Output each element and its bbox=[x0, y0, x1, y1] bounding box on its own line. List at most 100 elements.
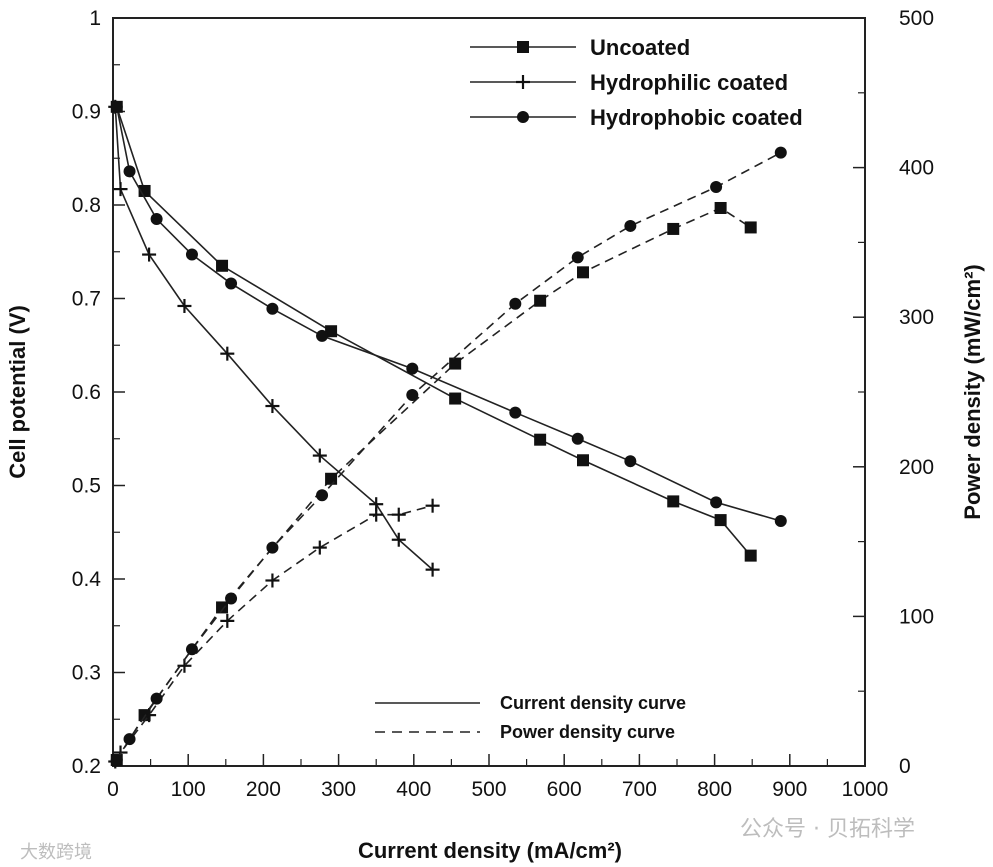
legend-item-hydrophobic-coated: Hydrophobic coated bbox=[470, 105, 803, 130]
uncoated-polarization-point bbox=[667, 495, 680, 508]
hydrophilic-coated-power-point bbox=[220, 613, 235, 628]
hydrophilic-coated-power-line bbox=[114, 504, 433, 762]
uncoated-power-point bbox=[714, 201, 727, 214]
hydrophobic-coated-polarization-point bbox=[266, 302, 279, 315]
hydrophobic-coated-power-point bbox=[509, 297, 522, 310]
hydrophobic-coated-power-point bbox=[185, 643, 198, 656]
hydrophobic-coated-polarization-point bbox=[123, 165, 136, 178]
hydrophobic-coated-polarization-point bbox=[110, 100, 123, 113]
hydrophobic-coated-power-point bbox=[624, 219, 637, 232]
x-tick-label: 0 bbox=[107, 778, 119, 801]
x-tick-label: 700 bbox=[622, 778, 657, 801]
y-tick-label: 0.9 bbox=[72, 101, 101, 124]
hydrophilic-coated-polarization-point bbox=[391, 532, 406, 547]
y2-tick-label: 400 bbox=[899, 157, 934, 180]
hydrophobic-coated-polarization-point bbox=[150, 213, 163, 226]
hydrophilic-coated-power-point bbox=[391, 507, 406, 522]
x-tick-label: 1000 bbox=[842, 778, 889, 801]
uncoated-polarization-line bbox=[116, 106, 752, 557]
uncoated-power-point bbox=[577, 266, 589, 279]
x-axis-title: Current density (mA/cm²) bbox=[358, 838, 622, 863]
y-tick-label: 0.7 bbox=[72, 288, 101, 311]
line-style-legend: Current density curve Power density curve bbox=[375, 693, 686, 742]
watermark-left: 大数跨境 bbox=[20, 842, 92, 863]
legend-item-uncoated: Uncoated bbox=[470, 35, 690, 60]
hydrophilic-coated-polarization-point bbox=[113, 182, 128, 197]
uncoated-polarization-point bbox=[534, 433, 547, 446]
y-tick-label: 0.5 bbox=[72, 475, 101, 498]
uncoated-power-line bbox=[116, 207, 752, 761]
hydrophobic-coated-power-point bbox=[266, 541, 279, 554]
hydrophobic-coated-polarization-point bbox=[774, 515, 787, 528]
x-tick-label: 900 bbox=[772, 778, 807, 801]
legend-marker bbox=[517, 111, 529, 123]
uncoated-polarization-point bbox=[577, 454, 589, 467]
hydrophilic-coated-power-point bbox=[142, 708, 157, 723]
line-legend-label: Current density curve bbox=[500, 693, 686, 713]
hydrophobic-coated-polarization-point bbox=[225, 277, 238, 290]
hydrophobic-coated-power-point bbox=[225, 592, 238, 605]
uncoated-polarization-point bbox=[216, 259, 229, 272]
hydrophobic-coated-power-point bbox=[110, 754, 123, 767]
hydrophilic-coated-power-point bbox=[312, 540, 327, 555]
series-layer bbox=[108, 99, 787, 769]
uncoated-power-point bbox=[534, 294, 547, 307]
x-tick-label: 100 bbox=[171, 778, 206, 801]
hydrophobic-coated-power-point bbox=[150, 692, 163, 705]
uncoated-polarization-point bbox=[325, 325, 338, 338]
hydrophobic-coated-polarization-point bbox=[406, 362, 419, 375]
hydrophobic-coated-polarization-point bbox=[185, 248, 198, 261]
hydrophilic-coated-power-point bbox=[425, 498, 440, 513]
uncoated-polarization-point bbox=[449, 392, 462, 405]
uncoated-power-point bbox=[216, 601, 229, 614]
series-uncoated bbox=[110, 100, 757, 767]
hydrophobic-coated-power-point bbox=[774, 146, 787, 159]
legend-item-hydrophilic-coated: Hydrophilic coated bbox=[470, 70, 788, 95]
x-tick-label: 600 bbox=[547, 778, 582, 801]
hydrophilic-coated-polarization-point bbox=[425, 562, 440, 577]
hydrophobic-coated-power-point bbox=[710, 181, 723, 194]
y-tick-label: 0.4 bbox=[72, 568, 102, 591]
y-tick-label: 0.6 bbox=[72, 381, 101, 404]
hydrophobic-coated-power-point bbox=[571, 251, 584, 264]
y-tick-label: 0.3 bbox=[72, 662, 101, 685]
uncoated-power-point bbox=[325, 472, 338, 485]
hydrophilic-coated-polarization-point bbox=[265, 399, 280, 414]
hydrophobic-coated-polarization-point bbox=[509, 406, 522, 419]
legend-label: Hydrophilic coated bbox=[590, 70, 788, 95]
legend-marker bbox=[516, 75, 530, 89]
hydrophilic-coated-polarization-point bbox=[142, 247, 157, 262]
x-tick-label: 200 bbox=[246, 778, 281, 801]
y2-tick-label: 0 bbox=[899, 755, 911, 778]
y2-tick-label: 200 bbox=[899, 456, 934, 479]
y-axis-title: Cell potential (V) bbox=[5, 305, 30, 479]
uncoated-polarization-point bbox=[714, 514, 727, 527]
y2-tick-label: 500 bbox=[899, 7, 934, 30]
line-legend-item-solid: Current density curve bbox=[375, 693, 686, 713]
y-tick-label: 0.8 bbox=[72, 194, 101, 217]
hydrophobic-coated-power-point bbox=[406, 388, 419, 401]
legend-marker bbox=[517, 41, 529, 53]
y2-tick-label: 100 bbox=[899, 605, 934, 628]
hydrophobic-coated-polarization-point bbox=[316, 329, 329, 342]
line-legend-item-dashed: Power density curve bbox=[375, 722, 675, 742]
hydrophilic-coated-polarization-point bbox=[312, 448, 327, 463]
y2-tick-label: 300 bbox=[899, 306, 934, 329]
hydrophilic-coated-polarization-point bbox=[220, 346, 235, 361]
axes: 0 100 200 300 400 500 600 700 800 900 10000.20.30.… bbox=[72, 7, 934, 801]
hydrophilic-coated-polarization-line bbox=[114, 106, 434, 571]
x-tick-label: 400 bbox=[396, 778, 431, 801]
uncoated-power-point bbox=[744, 221, 757, 234]
hydrophobic-coated-power-point bbox=[316, 489, 329, 502]
series-hydrophobic-coated bbox=[110, 100, 787, 767]
uncoated-polarization-point bbox=[744, 549, 757, 562]
y-tick-label: 1 bbox=[89, 7, 101, 30]
x-tick-label: 500 bbox=[471, 778, 506, 801]
hydrophobic-coated-polarization-point bbox=[624, 455, 637, 468]
x-tick-label: 800 bbox=[697, 778, 732, 801]
line-legend-label: Power density curve bbox=[500, 722, 675, 742]
hydrophilic-coated-polarization-point bbox=[177, 298, 192, 313]
legend-label: Hydrophobic coated bbox=[590, 105, 803, 130]
hydrophobic-coated-power-point bbox=[123, 733, 136, 746]
